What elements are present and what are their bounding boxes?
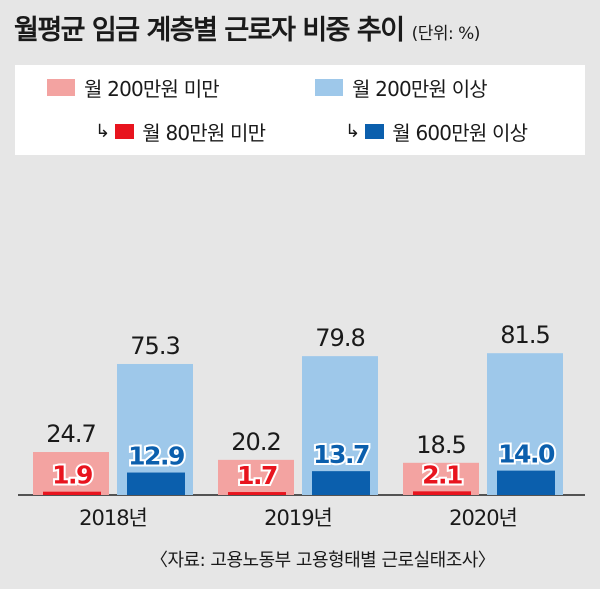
value-label-over-600: 13.7 <box>313 440 369 469</box>
title-row: 월평균 임금 계층별 근로자 비중 추이 (단위: %) <box>14 8 594 52</box>
value-label-over-200: 81.5 <box>500 321 549 349</box>
x-tick-label: 2020년 <box>449 506 517 530</box>
bar-over-600 <box>312 471 370 495</box>
bar-under-80 <box>413 491 471 495</box>
source-note: 〈자료: 고용노동부 고용형태별 근로실태조사〉 <box>150 550 496 571</box>
bar-under-200 <box>218 459 294 495</box>
value-label-under-80: 2.1 <box>422 460 462 489</box>
bar-over-600 <box>497 470 555 495</box>
legend-item-over-200: 월 200만원 이상 <box>315 73 488 102</box>
sub-arrow-icon: ↳ <box>95 121 110 142</box>
chart-title: 월평균 임금 계층별 근로자 비중 추이 <box>14 15 405 46</box>
legend-label-under-80: 월 80만원 미만 <box>142 121 266 145</box>
value-label-over-200: 75.3 <box>130 332 179 360</box>
legend: 월 200만원 미만 월 200만원 이상 ↳ 월 80만원 미만 ↳ 월 60… <box>15 65 585 155</box>
value-label-under-200: 18.5 <box>416 431 465 459</box>
bar-chart: 24.7 1.9 75.3 12.9 2018년 20.2 1.7 79.8 13.7 2019년… <box>18 321 585 530</box>
x-tick-label: 2019년 <box>264 506 332 530</box>
legend-swatch-under-200 <box>47 79 75 96</box>
legend-item-over-600: ↳ 월 600만원 이상 <box>345 117 528 146</box>
bar-under-80 <box>43 491 101 495</box>
legend-swatch-under-80 <box>115 124 135 139</box>
bar-under-80 <box>228 492 286 495</box>
unit-label: (단위: %) <box>411 24 481 44</box>
value-label-under-200: 24.7 <box>46 420 95 448</box>
value-label-under-80: 1.9 <box>52 461 92 490</box>
legend-label-under-200: 월 200만원 미만 <box>84 77 220 101</box>
legend-item-under-200: 월 200만원 미만 <box>47 73 220 102</box>
bar-under-200 <box>33 452 109 495</box>
legend-swatch-over-200 <box>315 79 343 96</box>
legend-swatch-over-600 <box>365 124 385 139</box>
sub-arrow-icon: ↳ <box>345 121 360 142</box>
bar-over-600 <box>127 472 185 495</box>
value-label-under-200: 20.2 <box>231 428 280 456</box>
bar-under-200 <box>403 462 479 495</box>
legend-label-over-600: 월 600만원 이상 <box>392 121 528 145</box>
legend-item-under-80: ↳ 월 80만원 미만 <box>95 117 266 146</box>
value-label-over-200: 79.8 <box>315 324 364 352</box>
legend-label-over-200: 월 200만원 이상 <box>352 77 488 101</box>
value-label-over-600: 12.9 <box>128 442 184 471</box>
value-label-over-600: 14.0 <box>498 440 555 469</box>
value-label-under-80: 1.7 <box>237 461 277 490</box>
x-tick-label: 2018년 <box>79 506 147 530</box>
